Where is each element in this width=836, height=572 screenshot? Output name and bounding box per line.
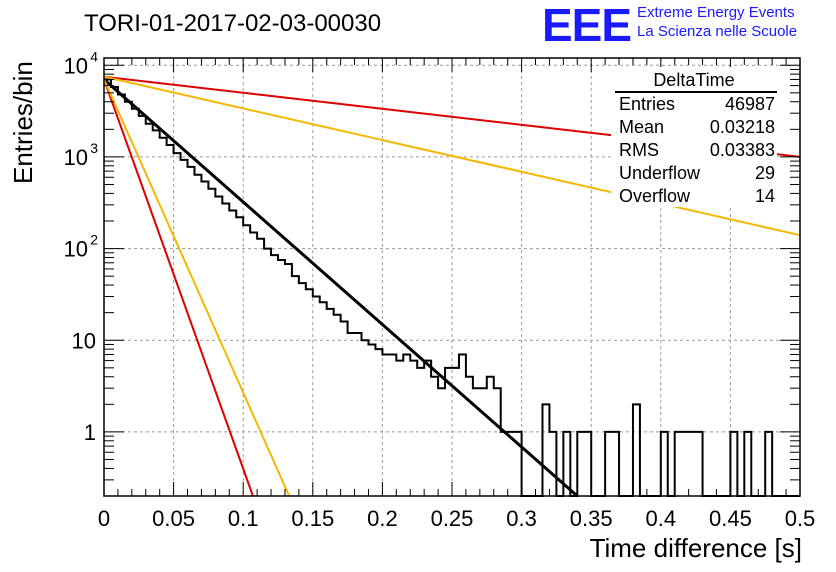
stats-label: Underflow — [619, 163, 701, 183]
fit-line — [103, 78, 579, 498]
x-tick-label: 0.5 — [785, 506, 816, 531]
stats-row: Mean 0.03218 — [611, 116, 777, 139]
x-tick-label: 0.15 — [291, 506, 334, 531]
fit-line — [103, 79, 254, 497]
x-tick-label: 0.2 — [367, 506, 398, 531]
stats-value: 14 — [754, 186, 775, 206]
stats-value: 46987 — [724, 94, 775, 114]
fit-line — [103, 75, 801, 237]
stats-value: 0.03218 — [709, 117, 775, 137]
y-tick-label: 10 — [64, 53, 88, 78]
y-tick-label: 10 — [72, 328, 96, 353]
x-tick-label: 0.4 — [646, 506, 677, 531]
histogram-steps — [104, 78, 800, 497]
x-tick-label: 0.35 — [570, 506, 613, 531]
y-tick-label: 1 — [84, 420, 96, 445]
y-tick-label: 10 — [64, 237, 88, 262]
stats-label: Overflow — [619, 186, 691, 206]
x-axis-label: Time difference [s] — [589, 533, 802, 563]
stats-box: DeltaTime Entries 46987 Mean 0.03218 RMS 0.… — [611, 67, 777, 207]
histogram-series — [104, 78, 800, 497]
stats-divider — [615, 91, 777, 93]
logo-line1: Extreme Energy Events — [637, 4, 795, 21]
stats-value: 0.03383 — [709, 140, 775, 160]
x-tick-label: 0.3 — [506, 506, 537, 531]
stats-row: Underflow 29 — [611, 162, 777, 185]
stats-label: Entries — [619, 94, 676, 114]
x-tick-label: 0.05 — [152, 506, 195, 531]
y-tick-exponent: 2 — [90, 232, 98, 248]
axis-ticks — [103, 58, 801, 497]
stats-row: Entries 46987 — [611, 93, 777, 116]
eee-logo: EEE — [542, 0, 632, 51]
x-tick-label: 0.25 — [431, 506, 474, 531]
stats-value: 29 — [754, 163, 775, 183]
y-tick-exponent: 4 — [90, 48, 98, 64]
x-tick-label: 0 — [98, 506, 110, 531]
x-tick-labels: 0 0.05 0.1 0.15 0.2 0.25 0.3 0.35 0.4 0.45 0.5 — [98, 506, 815, 531]
stats-row: RMS 0.03383 — [611, 139, 777, 162]
stats-label: RMS — [619, 140, 659, 160]
stats-label: Mean — [619, 117, 665, 137]
fit-line — [103, 79, 291, 497]
stats-name: DeltaTime — [653, 70, 735, 90]
y-axis-label: Entries/bin — [8, 61, 38, 184]
logo-line2: La Scienza nelle Scuole — [637, 23, 798, 40]
x-tick-label: 0.1 — [228, 506, 259, 531]
y-tick-exponent: 3 — [90, 140, 98, 156]
stats-row: Overflow 14 — [611, 185, 777, 208]
y-tick-label: 10 — [64, 145, 88, 170]
x-tick-label: 0.45 — [709, 506, 752, 531]
chart-title: TORI-01-2017-02-03-00030 — [84, 10, 382, 37]
